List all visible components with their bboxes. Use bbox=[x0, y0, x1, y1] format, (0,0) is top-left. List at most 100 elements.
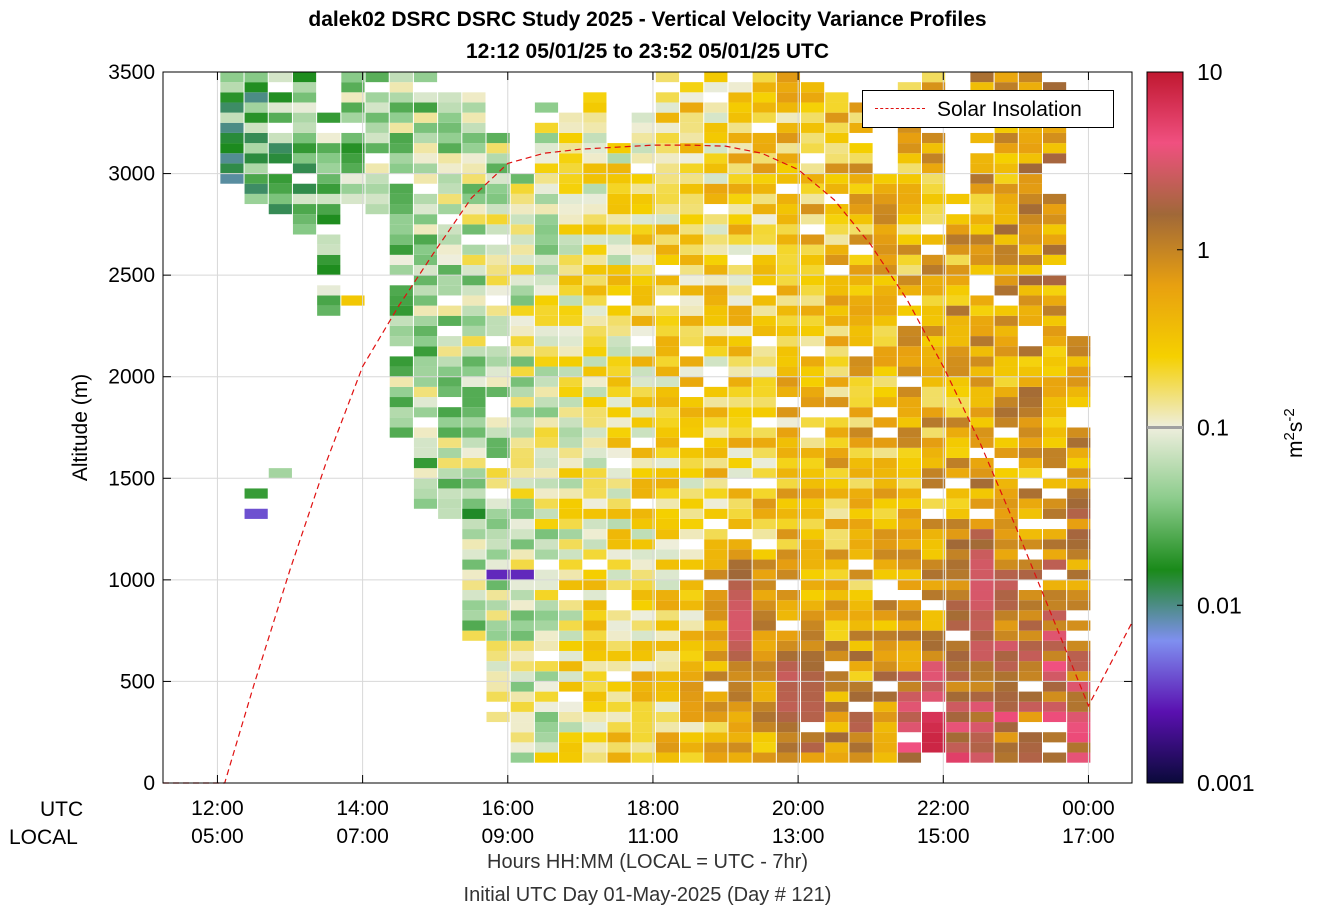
heatmap-cell bbox=[631, 417, 655, 428]
heatmap-cell bbox=[559, 549, 583, 560]
heatmap-cell bbox=[413, 447, 438, 458]
heatmap-cell bbox=[559, 315, 583, 326]
heatmap-cell bbox=[510, 468, 534, 479]
heatmap-cell bbox=[583, 224, 607, 235]
heatmap-cell bbox=[752, 407, 776, 418]
heatmap-cell bbox=[728, 397, 752, 408]
heatmap-cell bbox=[1018, 457, 1042, 469]
heatmap-cell bbox=[631, 376, 655, 387]
heatmap-cell bbox=[752, 671, 776, 682]
heatmap-cell bbox=[849, 640, 873, 651]
heatmap-cell bbox=[631, 468, 655, 479]
heatmap-cell bbox=[970, 437, 994, 448]
heatmap-cell bbox=[317, 132, 341, 144]
heatmap-cell bbox=[462, 295, 486, 306]
heatmap-cell bbox=[704, 691, 728, 702]
heatmap-cell bbox=[631, 173, 655, 184]
heatmap-cell bbox=[389, 244, 413, 255]
heatmap-cell bbox=[365, 193, 389, 205]
heatmap-cell bbox=[994, 559, 1018, 570]
heatmap-cell bbox=[704, 417, 728, 428]
heatmap-cell bbox=[1018, 183, 1042, 194]
x-tick-label-utc: 18:00 bbox=[627, 797, 680, 820]
heatmap-cell bbox=[946, 407, 970, 418]
heatmap-cell bbox=[1018, 264, 1042, 276]
heatmap-cell bbox=[607, 254, 631, 265]
heatmap-cell bbox=[728, 204, 752, 215]
heatmap-cell bbox=[486, 640, 510, 651]
heatmap-cell bbox=[510, 315, 534, 326]
heatmap-cell bbox=[680, 153, 704, 164]
heatmap-cell bbox=[462, 264, 486, 276]
heatmap-cell bbox=[776, 478, 801, 489]
heatmap-cell bbox=[510, 356, 534, 367]
heatmap-cell bbox=[607, 620, 631, 631]
heatmap-cell bbox=[1018, 650, 1042, 662]
heatmap-cell bbox=[292, 72, 317, 83]
y-tick-label: 500 bbox=[120, 670, 155, 693]
heatmap-cell bbox=[559, 610, 583, 621]
heatmap-cell bbox=[1042, 244, 1067, 255]
heatmap-cell bbox=[801, 82, 825, 93]
y-tick-label: 0 bbox=[143, 772, 155, 795]
heatmap-cell bbox=[1042, 275, 1067, 286]
heatmap-cell bbox=[1018, 72, 1042, 83]
heatmap-cell bbox=[534, 498, 559, 509]
heatmap-cell bbox=[776, 437, 801, 448]
heatmap-cell bbox=[438, 163, 462, 174]
heatmap-cell bbox=[849, 671, 873, 682]
heatmap-cell bbox=[728, 590, 752, 601]
heatmap-cell bbox=[413, 325, 438, 337]
heatmap-cell bbox=[946, 640, 970, 651]
heatmap-cell bbox=[655, 315, 680, 326]
heatmap-cell bbox=[946, 498, 970, 509]
heatmap-cell bbox=[897, 305, 922, 316]
heatmap-cell bbox=[728, 336, 752, 347]
heatmap-cell bbox=[776, 640, 801, 651]
heatmap-cell bbox=[728, 508, 752, 519]
heatmap-cell bbox=[559, 244, 583, 255]
heatmap-cell bbox=[849, 173, 873, 184]
heatmap-cell bbox=[292, 183, 317, 194]
heatmap-cell bbox=[849, 295, 873, 306]
heatmap-cell bbox=[534, 386, 559, 398]
heatmap-cell bbox=[1042, 417, 1067, 428]
heatmap-cell bbox=[583, 722, 607, 733]
heatmap-cell bbox=[728, 518, 752, 530]
heatmap-cell bbox=[389, 132, 413, 144]
heatmap-cell bbox=[534, 193, 559, 205]
heatmap-cell bbox=[1042, 224, 1067, 235]
heatmap-cell bbox=[873, 620, 897, 631]
heatmap-cell bbox=[849, 204, 873, 215]
heatmap-cell bbox=[510, 722, 534, 733]
heatmap-cell bbox=[559, 417, 583, 428]
heatmap-cell bbox=[728, 427, 752, 438]
heatmap-cell bbox=[631, 508, 655, 519]
heatmap-cell bbox=[1018, 640, 1042, 651]
heatmap-cell bbox=[583, 752, 607, 763]
heatmap-cell bbox=[704, 620, 728, 631]
heatmap-cell bbox=[510, 305, 534, 316]
heatmap-cells bbox=[220, 72, 1091, 763]
heatmap-cell bbox=[1018, 732, 1042, 743]
heatmap-cell bbox=[655, 468, 680, 479]
heatmap-cell bbox=[1042, 529, 1067, 540]
heatmap-cell bbox=[801, 508, 825, 519]
heatmap-cell bbox=[438, 366, 462, 377]
heatmap-cell bbox=[1018, 234, 1042, 245]
heatmap-cell bbox=[365, 92, 389, 103]
heatmap-cell bbox=[728, 610, 752, 621]
heatmap-cell bbox=[607, 650, 631, 662]
heatmap-cell bbox=[1018, 407, 1042, 418]
heatmap-cell bbox=[994, 244, 1018, 255]
heatmap-cell bbox=[946, 315, 970, 326]
heatmap-cell bbox=[825, 122, 849, 133]
heatmap-cell bbox=[583, 508, 607, 519]
heatmap-cell bbox=[583, 600, 607, 611]
heatmap-cell bbox=[752, 386, 776, 398]
heatmap-cell bbox=[801, 254, 825, 265]
heatmap-cell bbox=[776, 275, 801, 286]
heatmap-isolated-cell bbox=[462, 508, 486, 519]
heatmap-cell bbox=[534, 244, 559, 255]
heatmap-cell bbox=[994, 72, 1018, 83]
